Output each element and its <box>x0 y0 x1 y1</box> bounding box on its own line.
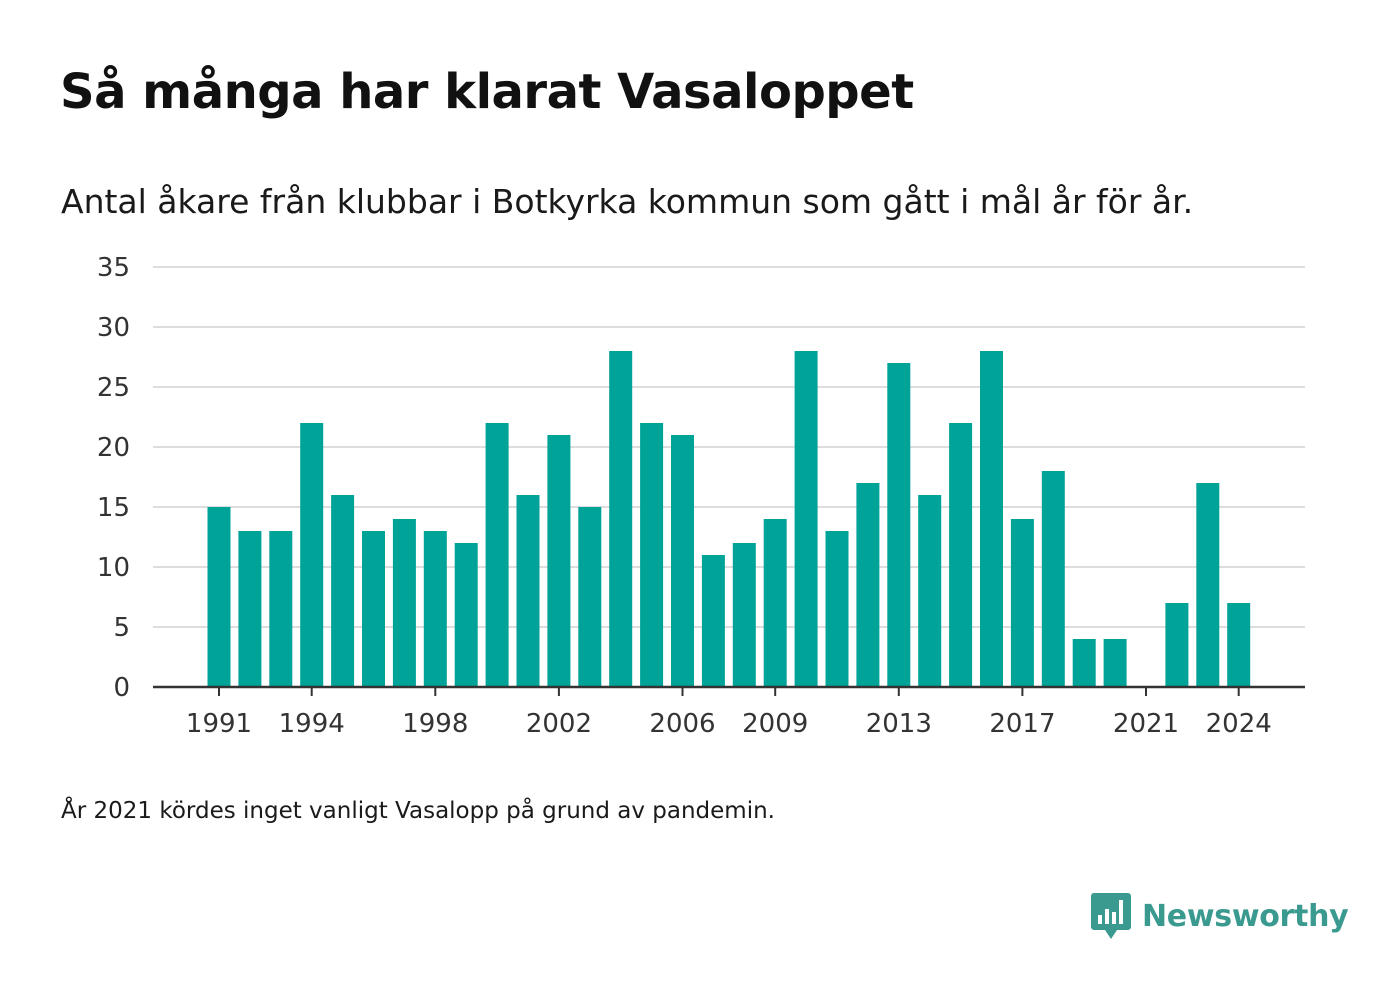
bar-1992 <box>238 531 262 687</box>
y-tick-label: 20 <box>97 433 130 463</box>
x-tick-label: 2017 <box>989 709 1055 739</box>
x-tick-label: 2009 <box>742 709 808 739</box>
y-tick-label: 15 <box>97 493 130 523</box>
bar-chart: 0 5 10 15 20 25 30 35 1991 1994 1998 2002 2006 2009 20… <box>97 253 1305 739</box>
bar-2010 <box>794 351 818 687</box>
bars <box>207 351 1251 687</box>
x-tick-label: 2006 <box>649 709 715 739</box>
x-tick-label: 2002 <box>526 709 592 739</box>
bar-2019 <box>1072 639 1096 687</box>
bar-2012 <box>856 483 880 687</box>
bar-2020 <box>1103 639 1127 687</box>
bar-1998 <box>423 531 447 687</box>
x-tick-label: 1994 <box>279 709 345 739</box>
newsworthy-logo: Newsworthy <box>1090 890 1349 942</box>
bar-2017 <box>1010 519 1034 687</box>
bar-2015 <box>949 423 973 687</box>
y-tick-label: 5 <box>113 613 130 643</box>
bar-2014 <box>918 495 942 687</box>
x-tick-label: 2013 <box>866 709 932 739</box>
bar-2008 <box>732 543 756 687</box>
y-tick-label: 30 <box>97 313 130 343</box>
bar-2023 <box>1196 483 1220 687</box>
bar-2022 <box>1165 603 1189 687</box>
bar-2018 <box>1041 471 1065 687</box>
bar-2003 <box>578 507 602 687</box>
bar-2001 <box>516 495 540 687</box>
bar-1993 <box>269 531 293 687</box>
bar-2024 <box>1227 603 1251 687</box>
bar-2005 <box>640 423 664 687</box>
bar-2004 <box>609 351 633 687</box>
y-tick-label: 25 <box>97 373 130 403</box>
x-tick-label: 1991 <box>186 709 252 739</box>
bar-1996 <box>362 531 385 687</box>
bar-1995 <box>331 495 355 687</box>
axes: 0 5 10 15 20 25 30 35 1991 1994 1998 2002 2006 2009 20… <box>97 253 1305 739</box>
y-tick-label: 10 <box>97 553 130 583</box>
y-tick-label: 35 <box>97 253 130 283</box>
bar-2006 <box>671 435 694 687</box>
x-tick-label: 2021 <box>1113 709 1179 739</box>
bar-2000 <box>485 423 509 687</box>
bar-2013 <box>887 363 911 687</box>
bar-2002 <box>547 435 571 687</box>
bar-2016 <box>980 351 1003 687</box>
bar-1999 <box>454 543 478 687</box>
bar-2009 <box>763 519 787 687</box>
bar-1994 <box>300 423 324 687</box>
bar-chart-speech-bubble-icon <box>1091 893 1131 939</box>
bar-2007 <box>701 555 725 687</box>
gridlines <box>153 266 1305 628</box>
y-tick-label: 0 <box>113 673 130 703</box>
footnote: År 2021 kördes inget vanligt Vasalopp på… <box>61 798 775 824</box>
bar-1997 <box>392 519 416 687</box>
chart-subtitle: Antal åkare från klubbar i Botkyrka komm… <box>61 182 1194 221</box>
bar-2011 <box>825 531 849 687</box>
x-tick-label: 2024 <box>1206 709 1272 739</box>
brand-name: Newsworthy <box>1142 898 1349 934</box>
x-tick-label: 1998 <box>402 709 468 739</box>
bar-1991 <box>207 507 231 687</box>
chart-title: Så många har klarat Vasaloppet <box>60 64 914 120</box>
